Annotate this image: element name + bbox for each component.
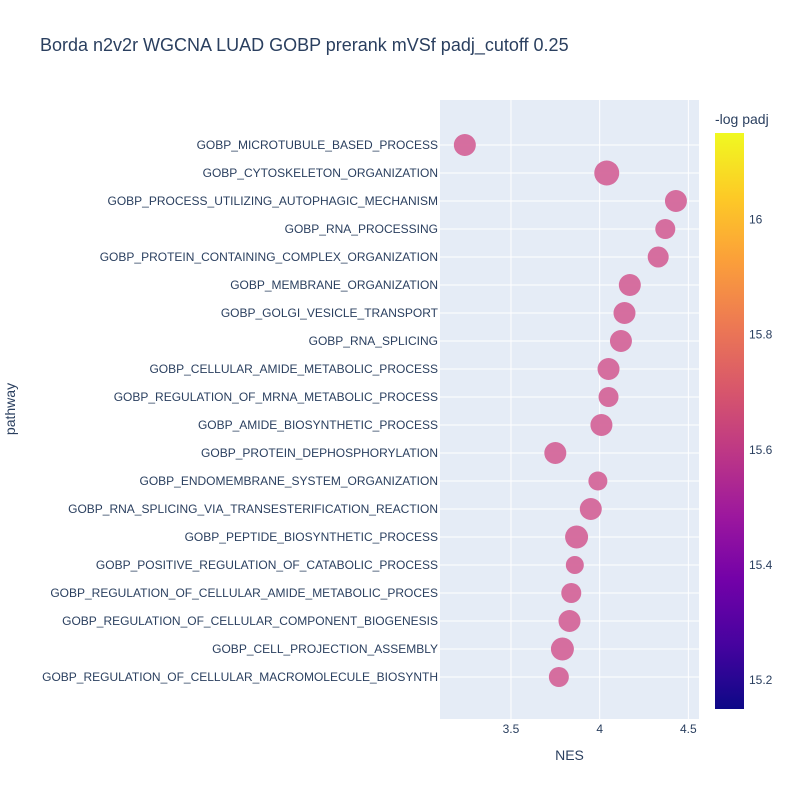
data-point <box>565 556 584 574</box>
y-tick-label: GOBP_ENDOMEMBRANE_SYSTEM_ORGANIZATION <box>140 474 439 488</box>
data-point <box>558 610 581 632</box>
y-tick-label: GOBP_CELLULAR_AMIDE_METABOLIC_PROCESS <box>149 362 438 376</box>
data-point <box>609 330 632 352</box>
colorbar-title: -log padj <box>715 111 769 127</box>
x-tick-labels: 3.5 4 4.5 <box>503 722 697 736</box>
data-point <box>655 219 676 239</box>
y-tick-labels: GOBP_MICROTUBULE_BASED_PROCESS GOBP_CYTOS… <box>42 138 439 684</box>
data-point <box>588 471 608 491</box>
colorbar-tick-label: 15.4 <box>749 558 773 572</box>
colorbar-tick-label: 15.2 <box>749 673 773 687</box>
colorbar-gradient <box>715 133 744 709</box>
data-point <box>561 583 582 603</box>
x-tick-label: 4 <box>596 722 603 736</box>
y-tick-label: GOBP_REGULATION_OF_CELLULAR_COMPONENT_BI… <box>62 614 438 628</box>
data-point <box>544 442 567 464</box>
data-point <box>548 667 569 687</box>
y-tick-label: GOBP_PROCESS_UTILIZING_AUTOPHAGIC_MECHAN… <box>107 194 438 208</box>
x-axis-title: NES <box>555 747 584 763</box>
colorbar-ticks: 15.2 15.4 15.6 15.8 16 <box>749 212 773 687</box>
colorbar-tick-label: 15.8 <box>749 328 773 342</box>
y-tick-label: GOBP_RNA_SPLICING_VIA_TRANSESTERIFICATIO… <box>68 502 438 516</box>
data-point <box>453 134 476 156</box>
data-point <box>597 358 620 380</box>
y-tick-label: GOBP_CYTOSKELETON_ORGANIZATION <box>203 166 438 180</box>
y-tick-label: GOBP_REGULATION_OF_MRNA_METABOLIC_PROCES… <box>114 390 438 404</box>
y-tick-label: GOBP_MEMBRANE_ORGANIZATION <box>230 278 438 292</box>
x-tick-label: 3.5 <box>503 722 520 736</box>
x-tick-label: 4.5 <box>680 722 697 736</box>
data-point <box>613 302 636 324</box>
colorbar-tick-label: 15.6 <box>749 443 773 457</box>
data-point <box>590 414 613 436</box>
data-point <box>579 498 602 520</box>
chart-title: Borda n2v2r WGCNA LUAD GOBP prerank mVSf… <box>40 35 569 56</box>
y-tick-label: GOBP_PROTEIN_CONTAINING_COMPLEX_ORGANIZA… <box>100 250 438 264</box>
colorbar-tick-label: 16 <box>749 212 763 226</box>
y-tick-label: GOBP_RNA_PROCESSING <box>285 222 438 236</box>
data-point <box>647 246 669 268</box>
y-tick-label: GOBP_POSITIVE_REGULATION_OF_CATABOLIC_PR… <box>96 558 438 572</box>
y-tick-label: GOBP_MICROTUBULE_BASED_PROCESS <box>197 138 438 152</box>
y-tick-label: GOBP_GOLGI_VESICLE_TRANSPORT <box>221 306 439 320</box>
y-tick-label: GOBP_REGULATION_OF_CELLULAR_MACROMOLECUL… <box>42 670 438 684</box>
y-tick-label: GOBP_CELL_PROJECTION_ASSEMBLY <box>212 642 438 656</box>
data-point <box>565 525 589 549</box>
y-tick-label: GOBP_AMIDE_BIOSYNTHETIC_PROCESS <box>198 418 438 432</box>
y-axis-title: pathway <box>2 383 18 435</box>
y-tick-label: GOBP_PROTEIN_DEPHOSPHORYLATION <box>201 446 438 460</box>
y-tick-label: GOBP_PEPTIDE_BIOSYNTHETIC_PROCESS <box>185 530 438 544</box>
data-point <box>550 637 574 661</box>
data-point <box>598 387 619 407</box>
data-points <box>453 134 687 687</box>
data-point <box>594 160 620 186</box>
colorbar: -log padj 15.2 15.4 15.6 15.8 16 <box>715 111 773 709</box>
data-point <box>664 190 687 212</box>
y-tick-label: GOBP_RNA_SPLICING <box>309 334 438 348</box>
data-point <box>618 274 641 296</box>
y-tick-label: GOBP_REGULATION_OF_CELLULAR_AMIDE_METABO… <box>50 586 438 600</box>
